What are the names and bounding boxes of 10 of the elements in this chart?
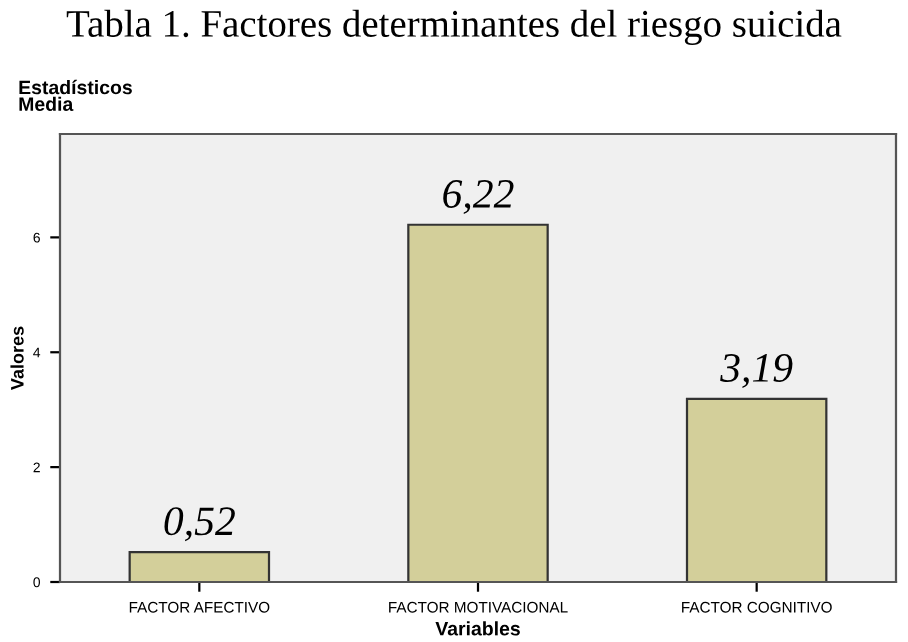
data-label: 0,52 [164,507,235,542]
bar [685,397,828,582]
y-axis-title: Valores [10,326,24,390]
chart-title: Tabla 1. Factores determinantes del riesgo suicida [66,9,842,46]
chart-subtitle: Estadísticos Media [19,79,132,111]
data-label: 3,19 [720,353,793,388]
bar [407,223,549,582]
bar [128,551,271,582]
data-label: 6,22 [443,179,514,214]
x-axis-title: Variables [435,621,520,636]
